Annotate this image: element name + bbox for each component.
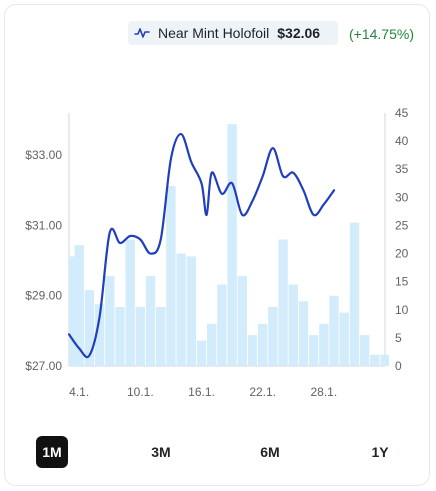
x-tick-label: 28.1. [310, 385, 337, 399]
price-line-layer [67, 132, 336, 359]
volume-bar [135, 306, 146, 366]
volume-bar [105, 276, 115, 366]
volume-bar [166, 186, 176, 366]
range-3m-button[interactable]: 3M [151, 444, 171, 460]
volume-bar [247, 335, 258, 366]
volume-bar [196, 340, 207, 366]
range-selector: 1M 3M 6M 1Y [0, 436, 436, 468]
range-1m-button[interactable]: 1M [36, 436, 68, 468]
right-tick-label: 40 [395, 134, 409, 148]
volume-bar [298, 301, 309, 366]
volume-bar [237, 276, 247, 366]
left-tick-label: $33.00 [25, 148, 62, 162]
volume-bar [268, 306, 278, 366]
volume-bar [349, 222, 360, 366]
variant-name: Near Mint Holofoil [158, 25, 270, 41]
range-1y-button[interactable]: 1Y [371, 444, 389, 460]
x-tick-label: 22.1. [249, 385, 276, 399]
volume-bar [115, 306, 125, 366]
left-tick-label: $31.00 [25, 218, 62, 232]
volume-bar [308, 335, 319, 366]
volume-bar [257, 323, 268, 366]
right-tick-label: 10 [395, 303, 409, 317]
right-tick-label: 5 [395, 331, 402, 345]
volume-bar [339, 312, 349, 366]
current-price: $32.06 [277, 25, 321, 41]
x-tick-label: 16.1. [188, 385, 215, 399]
left-tick-label: $27.00 [25, 359, 62, 373]
right-tick-label: 25 [395, 218, 409, 232]
volume-bar [69, 256, 79, 366]
volume-bar [145, 276, 156, 366]
volume-bar [288, 284, 298, 366]
volume-bar [94, 304, 105, 366]
volume-bar [74, 245, 84, 366]
right-tick-label: 20 [395, 247, 409, 261]
variant-price-pill: Near Mint Holofoil $32.06 [128, 21, 338, 45]
range-6m-button[interactable]: 6M [260, 444, 280, 460]
right-tick-label: 15 [395, 275, 409, 289]
volume-bars [69, 124, 389, 367]
line-chart-icon [134, 26, 150, 40]
volume-bar [217, 284, 227, 366]
volume-bar [156, 306, 166, 366]
volume-bar [84, 290, 95, 366]
volume-bar [176, 253, 186, 366]
volume-bar [227, 124, 237, 367]
right-tick-label: 30 [395, 190, 409, 204]
volume-bar [359, 335, 370, 366]
volume-bar [207, 323, 217, 366]
price-volume-chart: $27.00 $29.00 $31.00 $33.00 0 5 10 15 20 25 30 35 40… [25, 106, 408, 399]
volume-bar [278, 239, 288, 366]
volume-bar [370, 354, 380, 366]
x-tick-label: 10.1. [127, 385, 154, 399]
right-tick-label: 0 [395, 359, 402, 373]
right-tick-label: 45 [395, 106, 409, 120]
price-change: (+14.75%) [349, 26, 414, 42]
volume-bar [380, 354, 389, 366]
volume-bar [186, 256, 197, 366]
volume-bar [329, 295, 339, 366]
x-tick-label: 4.1. [69, 385, 89, 399]
volume-bar [319, 323, 329, 366]
right-tick-label: 35 [395, 162, 409, 176]
price-line [67, 132, 336, 359]
volume-bar [125, 239, 135, 366]
left-tick-label: $29.00 [25, 289, 62, 303]
axes: $27.00 $29.00 $31.00 $33.00 0 5 10 15 20 25 30 35 40… [25, 106, 408, 399]
